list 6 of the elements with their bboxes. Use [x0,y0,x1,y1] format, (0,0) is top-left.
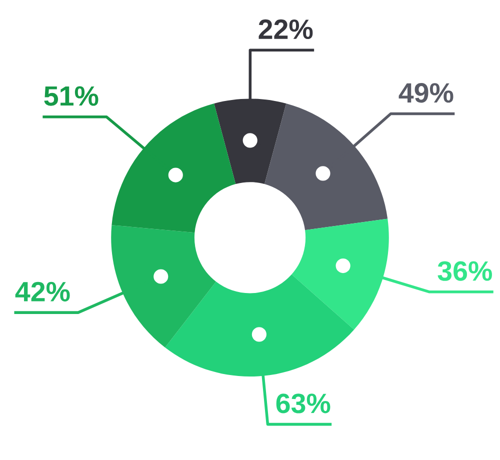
data-label: 49% [398,83,454,103]
data-label: 36% [438,261,492,281]
data-label: 63% [276,394,330,414]
data-label: 22% [258,19,313,40]
data-label: 42% [15,282,70,302]
data-label: 51% [44,86,98,106]
